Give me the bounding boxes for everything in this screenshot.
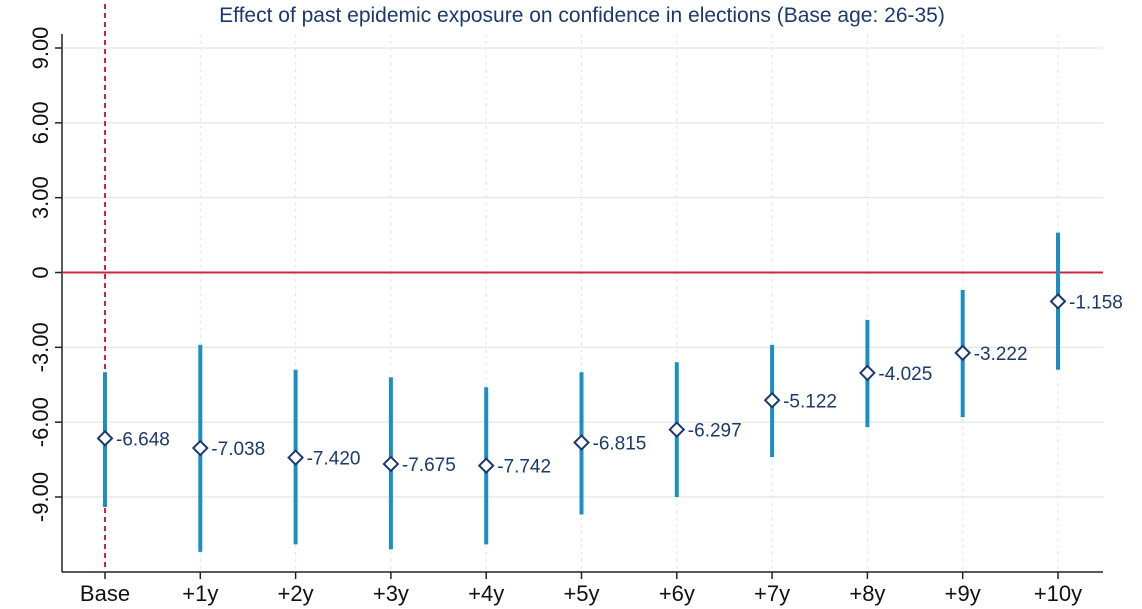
data-label: -6.815 <box>593 433 647 454</box>
y-tick-label: 6.00 <box>28 101 53 144</box>
point-estimate-marker <box>954 344 972 362</box>
x-tick-label: +8y <box>849 581 885 606</box>
x-tick-label: +1y <box>182 581 218 606</box>
point-estimate-marker <box>1049 292 1067 310</box>
y-tick-label: 9.00 <box>28 27 53 70</box>
data-label: -7.420 <box>307 449 361 470</box>
x-tick-label: +6y <box>659 581 695 606</box>
x-tick-label: +10y <box>1034 581 1082 606</box>
point-estimate-marker <box>287 449 305 467</box>
y-tick-label: -6.00 <box>28 397 53 447</box>
data-label: -7.038 <box>211 439 265 460</box>
x-tick-label: +3y <box>373 581 409 606</box>
point-estimate-marker <box>191 439 209 457</box>
point-estimate-marker <box>573 434 590 451</box>
y-tick-label: 3.00 <box>28 176 53 219</box>
point-estimate-marker <box>668 421 686 438</box>
x-tick-label: Base <box>80 581 130 606</box>
data-label: -4.025 <box>878 364 932 385</box>
point-estimate-marker <box>477 457 495 475</box>
x-tick-label: +2y <box>278 581 314 606</box>
x-tick-label: +5y <box>563 581 599 606</box>
data-label: -6.297 <box>688 421 742 442</box>
y-tick-label: -9.00 <box>28 472 53 522</box>
x-tick-label: +4y <box>468 581 504 606</box>
point-estimate-marker <box>763 391 781 409</box>
x-tick-label: +9y <box>945 581 981 606</box>
data-label: -6.648 <box>116 429 170 450</box>
y-tick-label: 0 <box>28 266 53 278</box>
point-estimate-marker <box>382 455 400 473</box>
data-label: -5.122 <box>783 391 837 412</box>
point-estimate-marker <box>858 364 876 382</box>
data-label: -7.742 <box>497 457 551 478</box>
y-tick-label: -3.00 <box>28 322 53 372</box>
x-tick-label: +7y <box>754 581 790 606</box>
data-label: -3.222 <box>974 344 1028 365</box>
data-label: -1.158 <box>1069 292 1123 313</box>
point-estimate-marker <box>96 429 114 447</box>
data-label: -7.675 <box>402 455 456 476</box>
chart-title: Effect of past epidemic exposure on conf… <box>219 4 945 27</box>
